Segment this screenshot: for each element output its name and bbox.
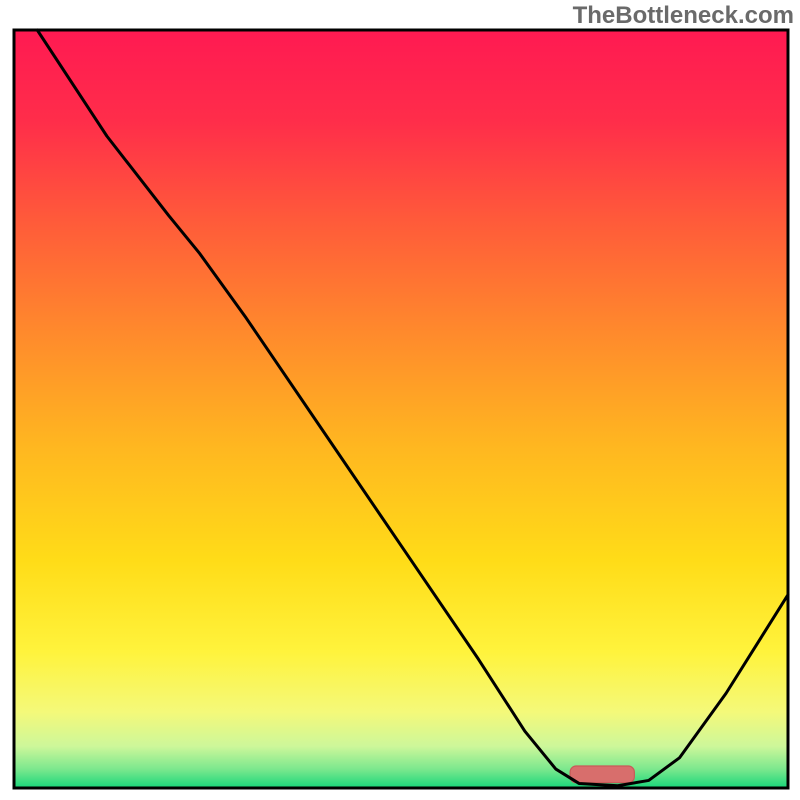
chart-svg [0,0,800,800]
bottleneck-chart: TheBottleneck.com [0,0,800,800]
watermark-text: TheBottleneck.com [573,2,794,30]
